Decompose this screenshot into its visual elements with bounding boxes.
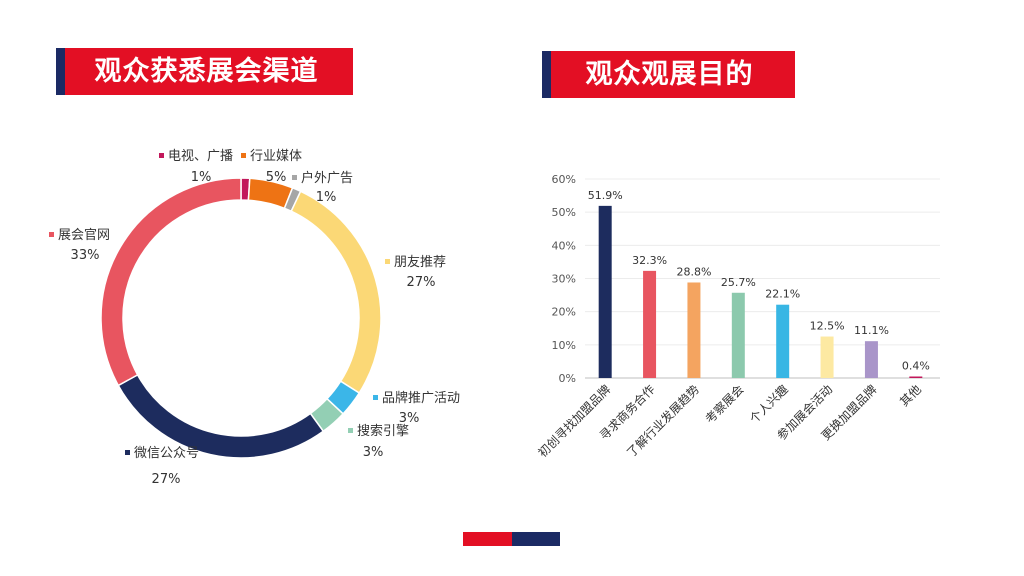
left-title-banner: 观众获悉展会渠道 — [56, 48, 353, 95]
x-category-label: 考察展会 — [703, 382, 747, 426]
donut-slice-value: 33% — [71, 248, 100, 263]
donut-slice — [290, 190, 382, 395]
bar-value-label: 32.3% — [632, 254, 667, 267]
y-tick-label: 60% — [552, 173, 576, 186]
bar-value-label: 22.1% — [765, 288, 800, 301]
legend-marker — [49, 232, 54, 237]
bar-value-label: 11.1% — [854, 324, 889, 337]
y-tick-label: 50% — [552, 206, 576, 219]
donut-slice-label: 品牌推广活动 — [382, 390, 460, 406]
legend-marker — [125, 450, 130, 455]
bar-chart-title: 观众观展目的 — [585, 59, 754, 90]
donut-slice-label: 朋友推荐 — [394, 254, 446, 270]
footer-navy-bar — [512, 532, 560, 546]
bar — [687, 282, 701, 378]
y-tick-label: 20% — [552, 306, 576, 319]
bar — [643, 270, 657, 378]
bar — [731, 292, 745, 378]
donut-slice-value: 5% — [266, 170, 287, 185]
donut-slice-label: 搜索引擎 — [357, 424, 409, 439]
bar — [598, 205, 612, 378]
x-category-label: 其他 — [897, 382, 924, 409]
banner-stripe — [56, 48, 65, 95]
donut-slice-label: 展会官网 — [58, 227, 110, 243]
donut-slice-value: 1% — [191, 170, 212, 185]
donut-slice-value: 1% — [316, 190, 337, 205]
bar — [776, 304, 790, 378]
banner-stripe — [542, 51, 551, 98]
donut-slice-value: 3% — [363, 445, 384, 460]
y-tick-label: 0% — [559, 372, 576, 385]
bar-value-label: 28.8% — [676, 265, 711, 278]
footer-red-bar — [463, 532, 512, 546]
donut-chart-title: 观众获悉展会渠道 — [94, 56, 319, 87]
legend-marker — [373, 395, 378, 400]
donut-slice-label: 行业媒体 — [250, 149, 302, 164]
x-category-label: 个人兴趣 — [746, 382, 791, 427]
donut-slice-label: 微信公众号 — [134, 446, 199, 461]
donut-slice-label: 户外广告 — [301, 170, 353, 186]
donut-slice-value: 27% — [152, 472, 181, 487]
bar-value-label: 25.7% — [721, 276, 756, 289]
legend-marker — [385, 259, 390, 264]
legend-marker — [159, 153, 164, 158]
bar — [820, 336, 834, 378]
legend-marker — [241, 153, 246, 158]
donut-slice-label: 电视、广播 — [168, 149, 233, 164]
right-title-banner: 观众观展目的 — [542, 51, 795, 98]
legend-marker — [292, 175, 297, 180]
donut-slice-value: 27% — [407, 275, 436, 290]
bar-value-label: 0.4% — [902, 360, 930, 373]
y-tick-label: 40% — [552, 239, 576, 252]
x-category-label: 初创寻找加盟品牌 — [536, 382, 614, 460]
bar-value-label: 12.5% — [810, 320, 845, 333]
y-tick-label: 30% — [552, 273, 576, 286]
y-tick-label: 10% — [552, 339, 576, 352]
bar — [864, 341, 878, 378]
bar-value-label: 51.9% — [588, 189, 623, 202]
bar — [909, 376, 923, 378]
legend-marker — [348, 428, 353, 433]
donut-slice — [100, 177, 242, 387]
donut-slice-value: 3% — [399, 411, 420, 426]
